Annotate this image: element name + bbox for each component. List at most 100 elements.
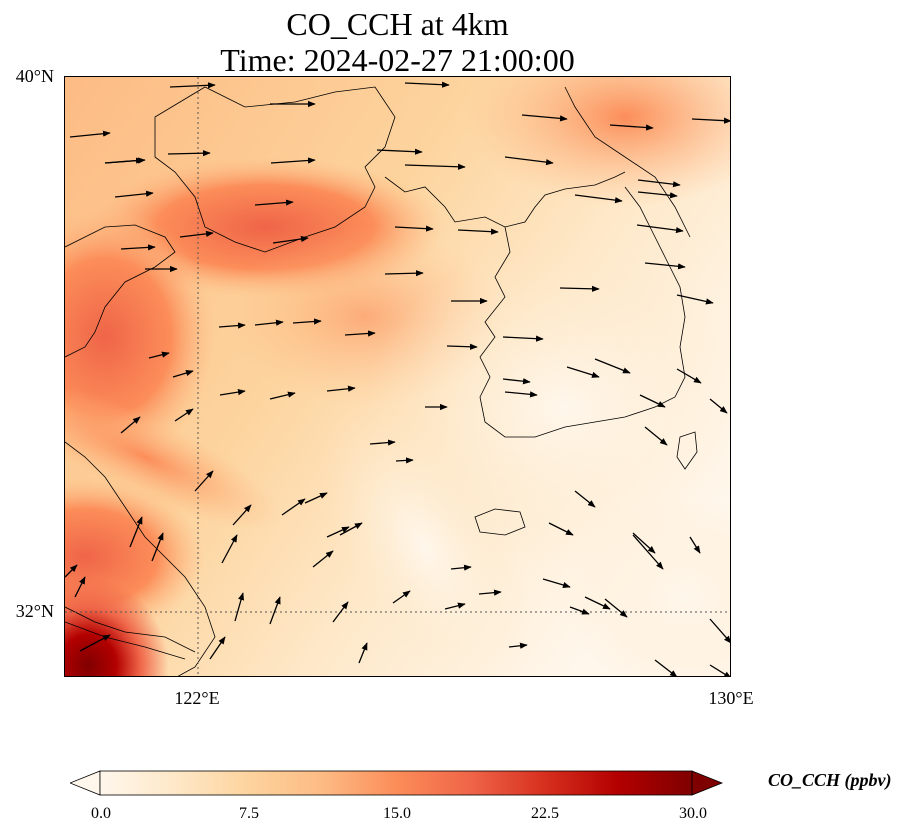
wind-arrow [272, 235, 309, 244]
wind-arrow [637, 179, 681, 188]
wind-arrow [504, 156, 554, 166]
colorbar-tick-4: 30.0 [679, 805, 707, 822]
colorbar-extend-max [691, 770, 724, 796]
wind-arrow [304, 492, 328, 504]
wind-arrow [194, 470, 214, 492]
wind-arrow [218, 322, 246, 329]
wind-arrow [644, 262, 686, 270]
wind-arrow [404, 81, 450, 88]
colorbar-extend-min [70, 770, 101, 796]
wind-vectors [65, 81, 730, 676]
wind-arrow [358, 642, 368, 664]
wind-arrow [394, 225, 434, 232]
wind-arrow [254, 319, 284, 326]
wind-arrow [234, 592, 245, 622]
wind-arrow [691, 117, 730, 124]
wind-arrow [676, 294, 714, 305]
map-title-line2: Time: 2024-02-27 21:00:00 [220, 42, 575, 78]
lon-tick-122e: 122°E [174, 688, 220, 708]
wind-arrow [521, 114, 568, 122]
wind-arrow [129, 516, 143, 548]
wind-arrow [148, 351, 170, 359]
wind-arrow [689, 536, 701, 554]
wind-arrow [167, 150, 211, 157]
wind-arrow [632, 532, 656, 554]
wind-arrow [709, 398, 728, 414]
wind-arrow [584, 596, 611, 610]
wind-arrow [172, 370, 194, 378]
wind-arrow [369, 439, 396, 446]
lat-tick-32n: 32°N [15, 601, 54, 621]
wind-arrow [502, 378, 531, 385]
wind-arrow [326, 526, 350, 538]
wind-arrow [209, 636, 226, 660]
map-panel [64, 76, 731, 677]
lat-tick-40n: 40°N [15, 66, 54, 86]
wind-arrow [281, 498, 306, 516]
wind-arrow [609, 124, 654, 131]
wind-arrow [444, 602, 466, 610]
colorbar-tick-3: 22.5 [531, 805, 559, 822]
wind-arrow [709, 618, 730, 644]
wind-arrow [639, 394, 666, 408]
wind-arrow [548, 522, 574, 536]
colorbar [70, 770, 724, 796]
wind-arrow [446, 343, 478, 350]
wind-arrow [65, 564, 78, 578]
wind-arrow [120, 244, 156, 251]
wind-arrow [632, 534, 664, 570]
coastlines [65, 86, 698, 676]
wind-arrow [151, 532, 164, 562]
wind-arrow [676, 368, 702, 384]
wind-arrow [644, 426, 668, 446]
wind-arrow [326, 385, 356, 392]
wind-arrow [114, 190, 154, 198]
wind-arrow [339, 522, 363, 536]
wind-arrow [404, 163, 466, 170]
wind-arrow [376, 148, 423, 155]
wind-arrow [392, 590, 411, 604]
wind-arrow [504, 391, 538, 398]
wind-arrow [637, 191, 678, 199]
wind-arrow [478, 589, 502, 596]
wind-arrow [709, 664, 730, 676]
colorbar-label: CO_CCH (ppbv) [768, 770, 892, 790]
wind-arrow [636, 224, 684, 234]
lon-tick-130e: 130°E [708, 688, 754, 708]
wind-arrow [120, 416, 141, 434]
colorbar-tick-1: 7.5 [239, 805, 259, 822]
wind-arrow [74, 576, 86, 598]
colorbar-gradient [99, 770, 693, 796]
wind-arrow [221, 534, 238, 564]
wind-arrow [344, 330, 376, 337]
wind-arrow [457, 228, 499, 235]
wind-arrow [254, 199, 294, 206]
map-title-line1: CO_CCH at 4km [286, 6, 509, 42]
wind-arrow [169, 82, 216, 89]
wind-arrow [566, 366, 600, 378]
wind-arrow [574, 194, 623, 204]
wind-arrow [312, 550, 334, 568]
colorbar-tick-2: 15.0 [383, 805, 411, 822]
wind-arrow [79, 634, 111, 652]
wind-arrow [174, 408, 194, 422]
wind-arrow [604, 598, 628, 618]
wind-arrow [332, 601, 349, 623]
wind-arrow [559, 285, 600, 292]
wind-arrow [395, 457, 414, 464]
wind-arrow [502, 335, 544, 342]
wind-arrow [542, 578, 571, 588]
colorbar-tick-0: 0.0 [91, 805, 111, 822]
wind-arrow [270, 157, 316, 164]
co-concentration-field [65, 77, 730, 676]
wind-arrow [654, 659, 678, 676]
wind-arrow [594, 358, 631, 374]
wind-arrow [292, 318, 322, 325]
wind-arrow [508, 642, 528, 649]
wind-arrow [384, 270, 424, 277]
wind-arrow [104, 157, 144, 164]
wind-arrow [219, 389, 246, 396]
wind-arrow [69, 130, 111, 138]
wind-arrow [179, 230, 214, 238]
wind-arrow [269, 391, 296, 400]
